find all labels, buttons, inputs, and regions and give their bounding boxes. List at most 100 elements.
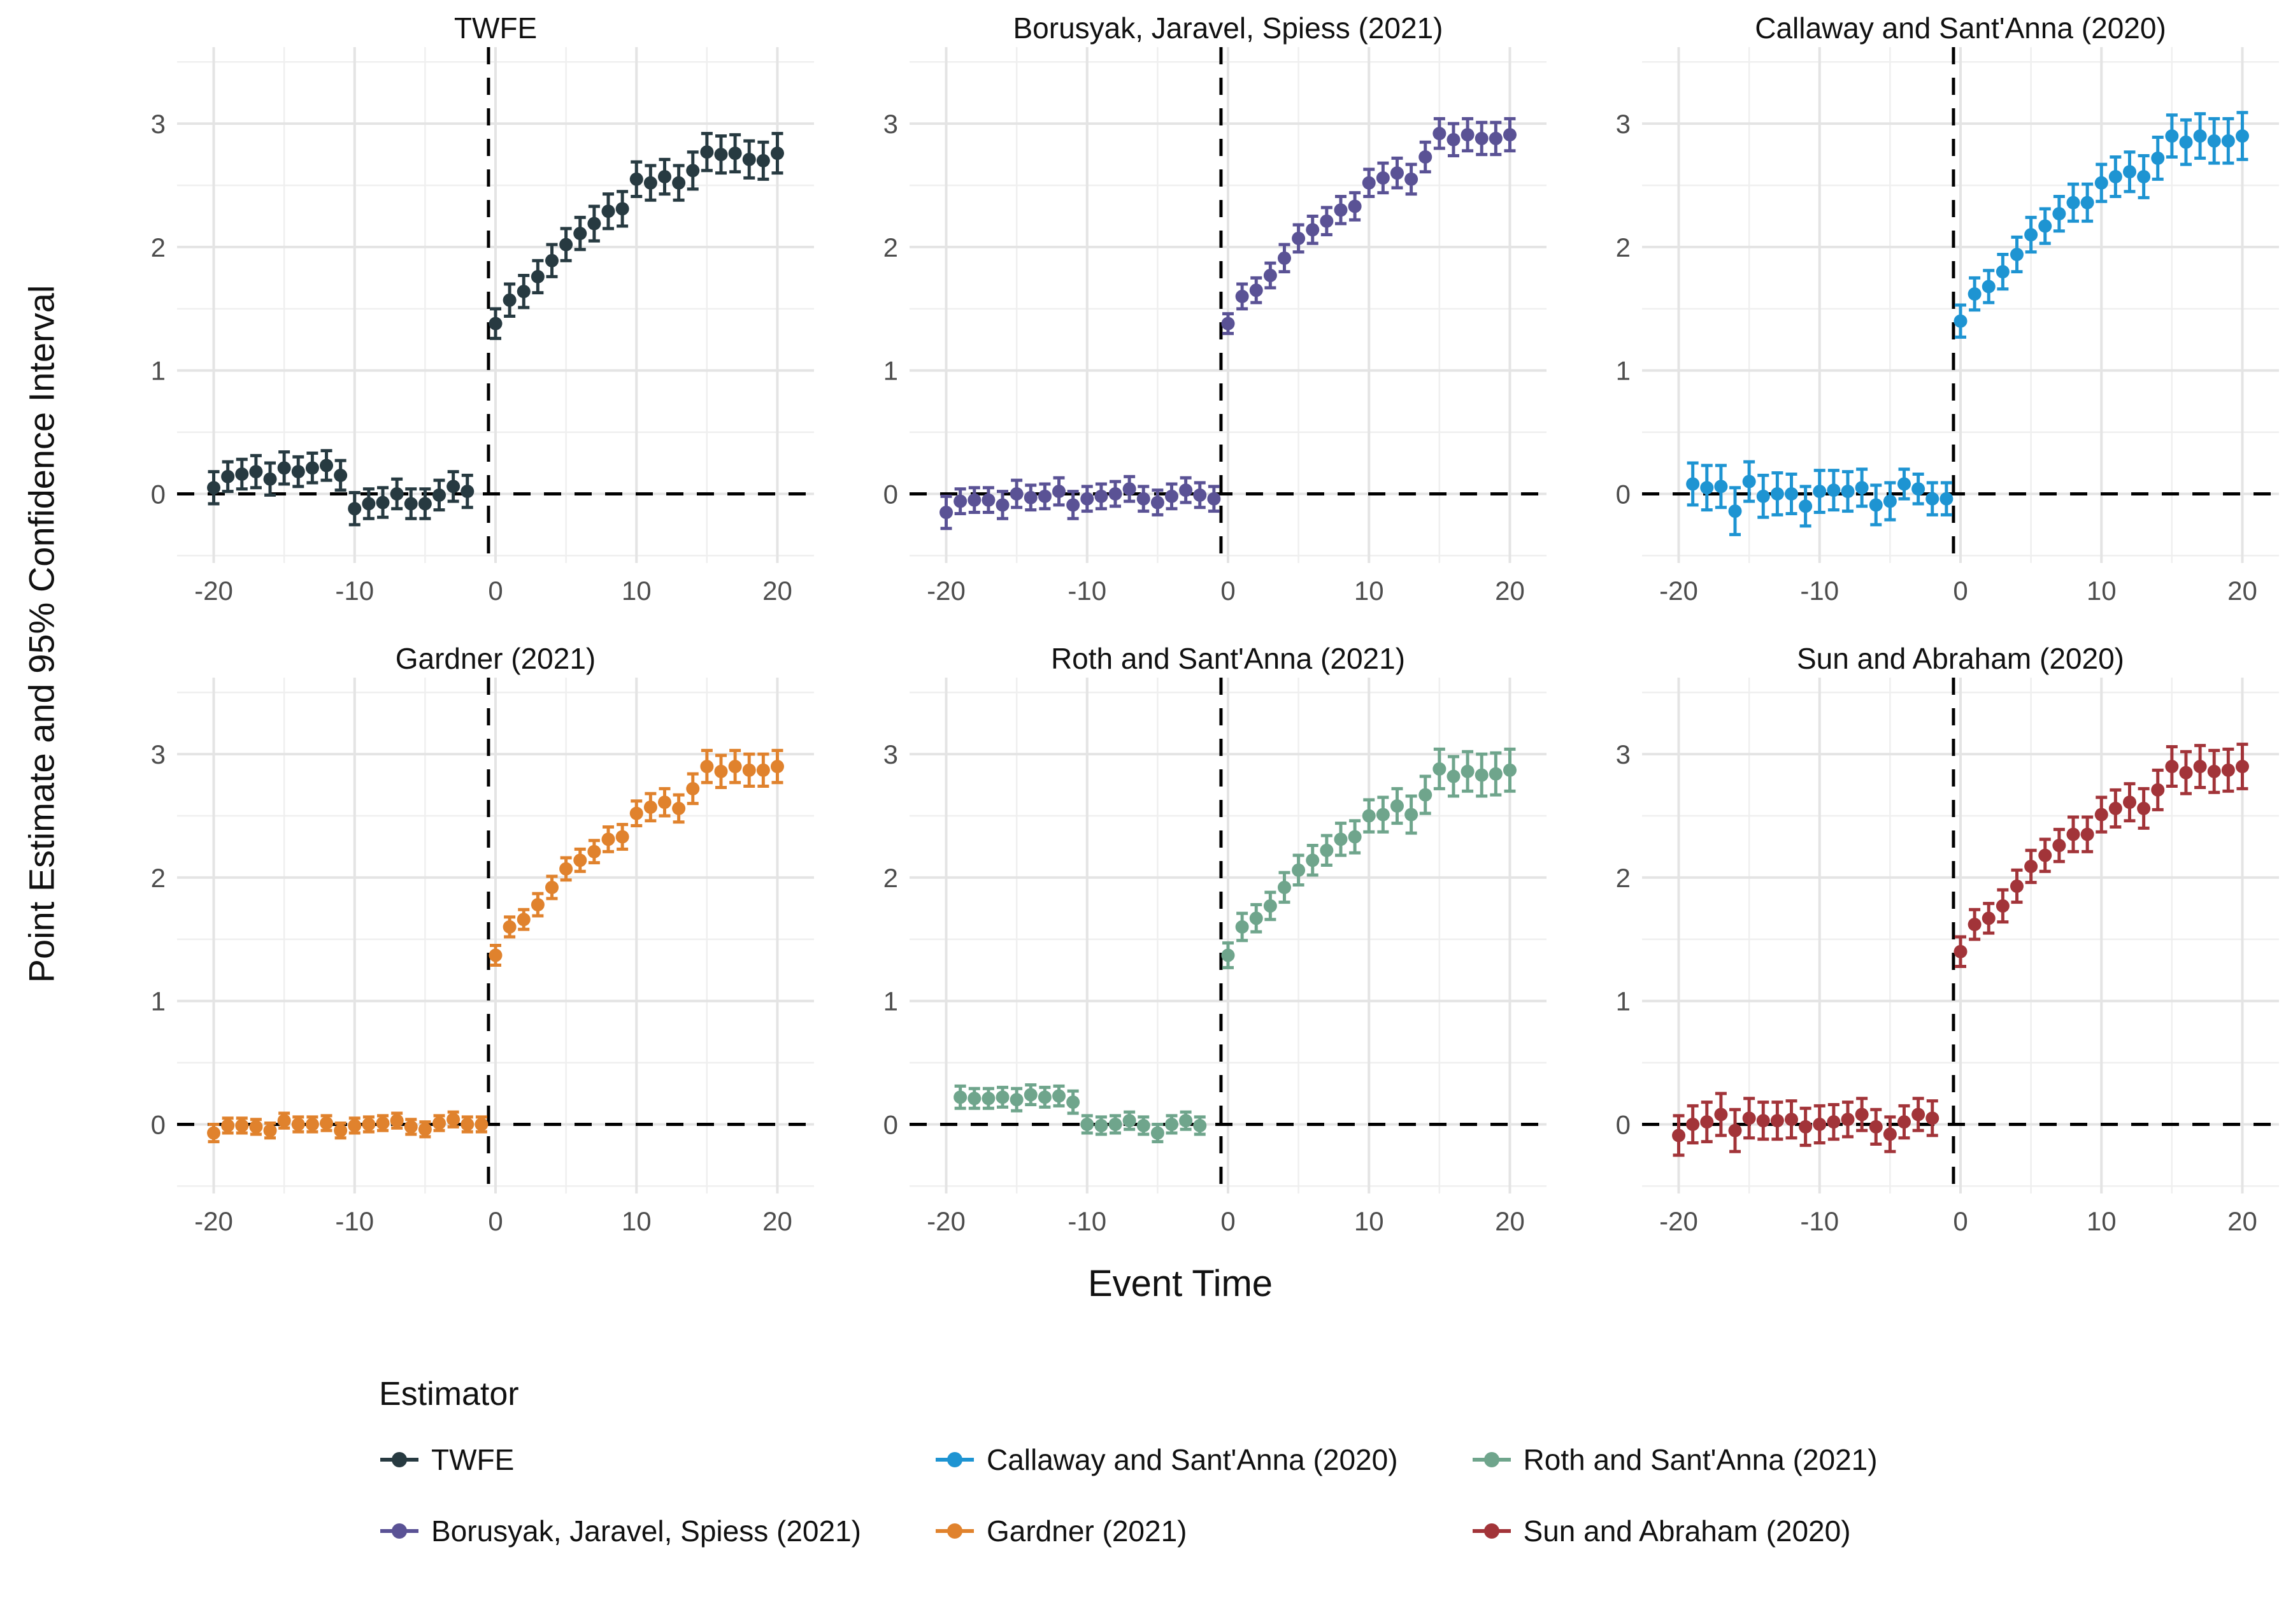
svg-text:10: 10 bbox=[1354, 576, 1384, 606]
svg-text:1: 1 bbox=[151, 356, 166, 386]
legend: Estimator TWFE Borusyak, Jaravel, Spiess… bbox=[379, 1375, 2293, 1548]
svg-text:0: 0 bbox=[488, 1206, 503, 1236]
legend-label-roth: Roth and Sant'Anna (2021) bbox=[1523, 1443, 1878, 1476]
svg-text:0: 0 bbox=[488, 576, 503, 606]
legend-label-sun-abraham: Sun and Abraham (2020) bbox=[1523, 1514, 1851, 1548]
svg-text:3: 3 bbox=[151, 739, 166, 769]
svg-text:-10: -10 bbox=[335, 576, 374, 606]
legend-title: Estimator bbox=[379, 1376, 519, 1413]
svg-text:-20: -20 bbox=[927, 576, 966, 606]
legend-label-callaway: Callaway and Sant'Anna (2020) bbox=[986, 1443, 1398, 1476]
panels-grid: TWFE -20 -10 0 10 20 0 1 2 3 Borusyak, Jaravel, … bbox=[82, 0, 2293, 1244]
svg-text:-20: -20 bbox=[1659, 576, 1698, 606]
svg-text:0: 0 bbox=[883, 479, 898, 509]
svg-text:10: 10 bbox=[622, 576, 652, 606]
svg-text:0: 0 bbox=[1220, 1206, 1235, 1236]
panel-title-gardner: Gardner (2021) bbox=[395, 642, 596, 675]
panel-gardner: Gardner (2021) -20 -10 0 10 20 0 1 2 3 bbox=[82, 639, 814, 1244]
svg-text:0: 0 bbox=[883, 1109, 898, 1139]
legend-column-3: Roth and Sant'Anna (2021) Sun and Abraha… bbox=[1471, 1442, 1878, 1548]
svg-text:2: 2 bbox=[151, 232, 166, 262]
legend-grid: TWFE Borusyak, Jaravel, Spiess (2021) bbox=[379, 1442, 2293, 1548]
legend-column-2: Callaway and Sant'Anna (2020) Gardner (2… bbox=[934, 1442, 1398, 1548]
panel-sun-abraham: Sun and Abraham (2020) -20 -10 0 10 20 0 1 2 3 bbox=[1547, 639, 2279, 1244]
pointrange-key-icon bbox=[1472, 1523, 1511, 1539]
x-axis-title: Event Time bbox=[1087, 1263, 1273, 1304]
svg-text:1: 1 bbox=[883, 356, 898, 386]
svg-text:-20: -20 bbox=[194, 576, 233, 606]
svg-text:1: 1 bbox=[1616, 987, 1631, 1016]
svg-text:1: 1 bbox=[151, 987, 166, 1016]
svg-text:20: 20 bbox=[1495, 576, 1525, 606]
svg-text:2: 2 bbox=[883, 863, 898, 893]
svg-text:0: 0 bbox=[1616, 479, 1631, 509]
callaway-plot: -20 -10 0 10 20 0 1 2 3 bbox=[1616, 47, 2279, 606]
panel-borusyak: Borusyak, Jaravel, Spiess (2021) -20 -10 0… bbox=[814, 9, 1547, 614]
svg-text:10: 10 bbox=[1354, 1206, 1384, 1236]
svg-text:3: 3 bbox=[1616, 739, 1631, 769]
svg-text:0: 0 bbox=[1953, 1206, 1968, 1236]
svg-text:3: 3 bbox=[151, 109, 166, 139]
panel-twfe: TWFE -20 -10 0 10 20 0 1 2 3 bbox=[82, 9, 814, 614]
panel-title-callaway: Callaway and Sant'Anna (2020) bbox=[1755, 11, 2166, 45]
svg-text:0: 0 bbox=[1953, 576, 1968, 606]
svg-text:2: 2 bbox=[883, 232, 898, 262]
legend-item-gardner: Gardner (2021) bbox=[934, 1514, 1398, 1548]
panel-roth: Roth and Sant'Anna (2021) -20 -10 0 10 20 0 1 2… bbox=[814, 639, 1547, 1244]
svg-text:-20: -20 bbox=[927, 1206, 966, 1236]
legend-label-twfe: TWFE bbox=[431, 1443, 515, 1476]
legend-label-borusyak: Borusyak, Jaravel, Spiess (2021) bbox=[431, 1514, 861, 1548]
legend-item-borusyak: Borusyak, Jaravel, Spiess (2021) bbox=[379, 1514, 861, 1548]
y-axis-title-text: Point Estimate and 95% Confidence Interv… bbox=[21, 285, 62, 983]
svg-text:20: 20 bbox=[762, 1206, 792, 1236]
svg-text:10: 10 bbox=[2087, 1206, 2117, 1236]
svg-text:20: 20 bbox=[2227, 576, 2257, 606]
svg-text:0: 0 bbox=[1616, 1109, 1631, 1139]
panel-title-borusyak: Borusyak, Jaravel, Spiess (2021) bbox=[1013, 11, 1443, 45]
svg-text:2: 2 bbox=[1616, 232, 1631, 262]
svg-text:2: 2 bbox=[1616, 863, 1631, 893]
svg-text:-10: -10 bbox=[1068, 576, 1106, 606]
twfe-plot: -20 -10 0 10 20 0 1 2 3 bbox=[151, 47, 814, 606]
sun-abraham-plot: -20 -10 0 10 20 0 1 2 3 bbox=[1616, 678, 2279, 1236]
svg-text:1: 1 bbox=[883, 987, 898, 1016]
legend-item-roth: Roth and Sant'Anna (2021) bbox=[1471, 1442, 1878, 1477]
y-axis-title: Point Estimate and 95% Confidence Interv… bbox=[0, 0, 83, 1267]
panel-callaway: Callaway and Sant'Anna (2020) -20 -10 0 10 2… bbox=[1547, 9, 2279, 614]
svg-text:3: 3 bbox=[1616, 109, 1631, 139]
svg-text:20: 20 bbox=[762, 576, 792, 606]
svg-text:-20: -20 bbox=[194, 1206, 233, 1236]
svg-text:10: 10 bbox=[2087, 576, 2117, 606]
svg-text:10: 10 bbox=[622, 1206, 652, 1236]
pointrange-key-icon bbox=[1472, 1452, 1511, 1467]
svg-text:-10: -10 bbox=[335, 1206, 374, 1236]
svg-text:-20: -20 bbox=[1659, 1206, 1698, 1236]
svg-text:-10: -10 bbox=[1800, 576, 1839, 606]
pointrange-key-icon bbox=[380, 1523, 418, 1539]
pointrange-key-icon bbox=[935, 1452, 974, 1467]
panel-title-twfe: TWFE bbox=[454, 11, 538, 45]
svg-text:3: 3 bbox=[883, 739, 898, 769]
svg-text:3: 3 bbox=[883, 109, 898, 139]
roth-plot: -20 -10 0 10 20 0 1 2 3 bbox=[883, 678, 1547, 1236]
legend-item-twfe: TWFE bbox=[379, 1442, 861, 1477]
borusyak-plot: -20 -10 0 10 20 0 1 2 3 bbox=[883, 47, 1547, 606]
svg-text:0: 0 bbox=[151, 479, 166, 509]
legend-label-gardner: Gardner (2021) bbox=[986, 1514, 1187, 1548]
svg-text:20: 20 bbox=[2227, 1206, 2257, 1236]
svg-text:2: 2 bbox=[151, 863, 166, 893]
svg-text:0: 0 bbox=[151, 1109, 166, 1139]
svg-text:0: 0 bbox=[1220, 576, 1235, 606]
legend-item-callaway: Callaway and Sant'Anna (2020) bbox=[934, 1442, 1398, 1477]
pointrange-key-icon bbox=[935, 1523, 974, 1539]
panel-title-sun-abraham: Sun and Abraham (2020) bbox=[1796, 642, 2125, 675]
legend-column-1: TWFE Borusyak, Jaravel, Spiess (2021) bbox=[379, 1442, 861, 1548]
panel-title-roth: Roth and Sant'Anna (2021) bbox=[1050, 642, 1406, 675]
svg-text:1: 1 bbox=[1616, 356, 1631, 386]
svg-text:-10: -10 bbox=[1068, 1206, 1106, 1236]
gardner-plot: -20 -10 0 10 20 0 1 2 3 bbox=[151, 678, 814, 1236]
svg-text:-10: -10 bbox=[1800, 1206, 1839, 1236]
pointrange-key-icon bbox=[380, 1452, 418, 1467]
legend-item-sun-abraham: Sun and Abraham (2020) bbox=[1471, 1514, 1878, 1548]
